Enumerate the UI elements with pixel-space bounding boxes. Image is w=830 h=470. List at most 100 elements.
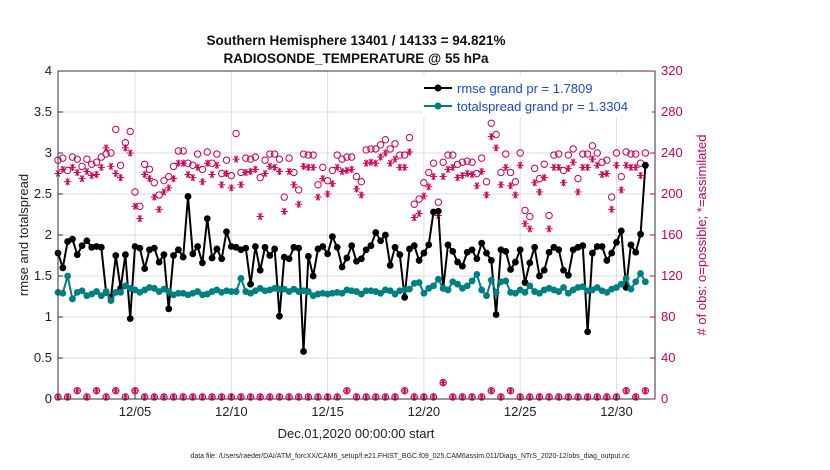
obs-assimilated-point [583, 163, 592, 171]
rmse-point [261, 243, 269, 251]
rmse-point [492, 311, 500, 318]
obs-assimilated-point [160, 188, 168, 196]
obs-possible-point [131, 188, 139, 196]
rmse-point [406, 245, 413, 253]
obs-assimilated-point [275, 167, 284, 176]
rmse-point [526, 259, 534, 267]
obs-possible-point [112, 125, 120, 134]
obs-possible-point [526, 212, 534, 221]
obs-possible-point [612, 149, 621, 157]
obs-assimilated-point [314, 193, 322, 201]
obs-assimilated-point [391, 155, 399, 163]
spread-point [64, 272, 72, 280]
spread-point [386, 287, 394, 295]
obs-possible-point [362, 146, 370, 154]
obs-assimilated-point [59, 165, 67, 173]
obs-possible-point [357, 178, 366, 186]
y-axis-label-right: # of obs: o=possible; *=assimilated [694, 135, 709, 336]
obs-assimilated-point [574, 188, 582, 196]
spread-point [174, 289, 182, 297]
obs-assimilated-point [641, 387, 649, 395]
rmse-point [199, 259, 206, 267]
rmse-point [78, 242, 86, 250]
obs-possible-point [410, 200, 418, 208]
rmse-point [333, 243, 341, 251]
obs-possible-point [391, 140, 399, 148]
rmse-point [285, 255, 293, 263]
rmse-point [410, 242, 418, 250]
rmse-point [584, 328, 591, 336]
rmse-point [434, 207, 442, 215]
rmse-point [122, 251, 129, 259]
spread-point [237, 275, 245, 282]
obs-assimilated-point [222, 169, 231, 178]
rmse-point [415, 257, 423, 264]
y-right-tick-label: 160 [661, 227, 683, 242]
y-right-tick-label: 80 [661, 309, 675, 324]
x-tick-label: 12/05 [119, 404, 152, 419]
obs-possible-point [487, 119, 496, 127]
spread-point [593, 284, 601, 291]
spread-point [150, 284, 158, 292]
rmse-point [367, 242, 375, 250]
spread-point [632, 278, 640, 286]
rmse-point [468, 246, 476, 254]
obs-possible-point [449, 151, 457, 159]
obs-assimilated-point [92, 170, 101, 179]
rmse-point [420, 249, 428, 257]
chart-subtitle: RADIOSONDE_TEMPERATURE @ 55 hPa [224, 51, 489, 66]
legend-rmse-label: rmse grand pr = 1.7809 [457, 81, 593, 96]
rmse-point [381, 231, 389, 239]
rmse-point [155, 258, 163, 266]
obs-possible-point [555, 150, 563, 158]
obs-possible-point [352, 172, 361, 181]
obs-assimilated-point [112, 387, 120, 395]
obs-assimilated-point [636, 171, 645, 180]
rmse-point [632, 248, 640, 256]
spread-point [78, 287, 86, 295]
obs-assimilated-point [155, 205, 163, 213]
rmse-point [555, 246, 563, 254]
obs-assimilated-point [68, 163, 77, 171]
obs-assimilated-point [593, 161, 601, 169]
rmse-point [603, 257, 611, 264]
obs-possible-point [270, 150, 279, 158]
obs-assimilated-point [92, 387, 101, 395]
y-tick-label: 2.5 [34, 186, 52, 201]
rmse-point [213, 245, 221, 253]
obs-assimilated-point [362, 159, 370, 167]
obs-assimilated-point [444, 165, 452, 173]
legend-rmse-marker [434, 84, 442, 92]
obs-assimilated-point [627, 163, 635, 171]
rmse-point [300, 348, 307, 355]
obs-possible-point [506, 168, 515, 177]
spread-point [627, 285, 635, 293]
obs-possible-point [535, 174, 544, 183]
rmse-point [613, 238, 620, 246]
obs-assimilated-point [352, 185, 361, 193]
rmse-point [617, 227, 625, 235]
rmse-point [251, 243, 259, 250]
y-right-tick-label: 120 [661, 268, 683, 283]
obs-possible-point [275, 155, 284, 163]
spread-point [165, 288, 173, 295]
obs-possible-point [179, 147, 187, 155]
obs-possible-point [381, 135, 390, 144]
obs-assimilated-point [266, 162, 274, 170]
x-tick-label: 12/30 [600, 404, 633, 419]
spread-point [227, 288, 235, 295]
obs-possible-point [68, 153, 77, 161]
obs-assimilated-point [588, 155, 597, 163]
rmse-point [324, 250, 332, 258]
obs-assimilated-point [511, 191, 519, 199]
rmse-point [304, 252, 312, 260]
obs-assimilated-point [136, 215, 144, 223]
rmse-point [516, 246, 524, 254]
rmse-point [362, 246, 370, 254]
obs-assimilated-point [381, 149, 389, 157]
rmse-point [357, 255, 365, 263]
obs-assimilated-point [439, 379, 447, 387]
obs-assimilated-point [564, 164, 572, 172]
rmse-point [343, 254, 351, 262]
